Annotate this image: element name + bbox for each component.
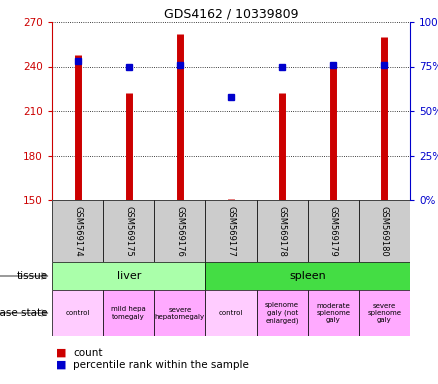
- Text: mild hepa
tomegaly: mild hepa tomegaly: [111, 306, 146, 319]
- Text: GSM569178: GSM569178: [278, 205, 286, 257]
- Bar: [257, 200, 308, 262]
- Bar: [308, 200, 359, 262]
- Text: GSM569175: GSM569175: [124, 205, 133, 257]
- Text: control: control: [219, 310, 243, 316]
- Title: GDS4162 / 10339809: GDS4162 / 10339809: [164, 8, 298, 21]
- Text: GSM569176: GSM569176: [175, 205, 184, 257]
- Bar: [205, 200, 257, 262]
- Bar: [103, 290, 154, 336]
- Bar: [154, 200, 205, 262]
- Bar: [359, 290, 410, 336]
- Text: splenome
galy (not
enlarged): splenome galy (not enlarged): [265, 303, 299, 323]
- Bar: [205, 262, 410, 290]
- Text: disease state: disease state: [0, 308, 48, 318]
- Bar: [205, 290, 257, 336]
- Text: tissue: tissue: [17, 271, 48, 281]
- Bar: [154, 290, 205, 336]
- Bar: [103, 200, 154, 262]
- Text: severe
hepatomegaly: severe hepatomegaly: [155, 306, 205, 319]
- Text: count: count: [73, 348, 102, 358]
- Text: GSM569177: GSM569177: [226, 205, 236, 257]
- Text: control: control: [65, 310, 90, 316]
- Text: ■: ■: [57, 360, 67, 370]
- Text: moderate
splenome
galy: moderate splenome galy: [316, 303, 350, 323]
- Bar: [308, 290, 359, 336]
- Text: severe
splenome
galy: severe splenome galy: [367, 303, 402, 323]
- Bar: [52, 262, 205, 290]
- Text: GSM569179: GSM569179: [329, 205, 338, 257]
- Text: liver: liver: [117, 271, 141, 281]
- Bar: [257, 290, 308, 336]
- Text: spleen: spleen: [290, 271, 326, 281]
- Text: GSM569180: GSM569180: [380, 205, 389, 257]
- Bar: [52, 290, 103, 336]
- Text: GSM569174: GSM569174: [73, 205, 82, 257]
- Text: percentile rank within the sample: percentile rank within the sample: [73, 360, 249, 370]
- Text: ■: ■: [57, 348, 67, 358]
- Bar: [52, 200, 103, 262]
- Bar: [359, 200, 410, 262]
